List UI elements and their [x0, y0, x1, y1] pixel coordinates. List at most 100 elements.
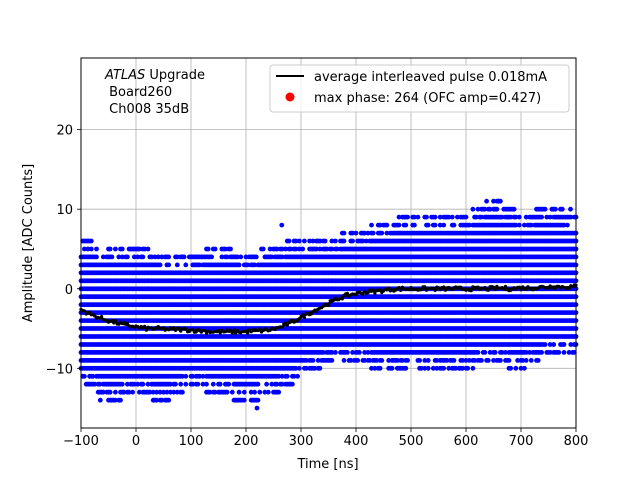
sample-point [441, 222, 447, 228]
sample-point [236, 389, 242, 395]
sample-point [284, 373, 290, 379]
sample-point [535, 358, 541, 363]
sample-point [116, 254, 122, 260]
sample-point [166, 262, 172, 268]
sample-point [125, 381, 130, 387]
sample-point [516, 222, 522, 228]
sample-point [155, 254, 161, 260]
sample-point [465, 365, 471, 371]
sample-point [253, 254, 259, 260]
sample-point [166, 254, 172, 260]
sample-point [415, 214, 421, 220]
sample-point [204, 381, 209, 387]
sample-point [121, 389, 127, 395]
sample-point [290, 381, 295, 387]
sample-point [223, 246, 228, 252]
sample-point [556, 350, 562, 355]
sample-point [236, 262, 242, 268]
sample-point [147, 389, 153, 395]
sample-point [405, 358, 410, 363]
sample-point [296, 238, 302, 244]
sample-point [195, 381, 201, 387]
sample-point [463, 214, 469, 220]
sample-point [396, 222, 402, 228]
sample-point [565, 222, 570, 228]
sample-point [551, 342, 557, 347]
sample-point [542, 206, 548, 212]
sample-point [212, 389, 218, 395]
sample-point [252, 389, 257, 395]
sample-point [180, 389, 185, 395]
sample-point [449, 214, 455, 220]
sample-point [100, 254, 106, 260]
sample-point [140, 381, 146, 387]
sample-point [432, 214, 438, 220]
sample-point [265, 389, 271, 395]
sample-point [353, 230, 359, 236]
sample-point [157, 389, 163, 395]
sample-point [357, 350, 362, 355]
sample-point [219, 254, 225, 260]
sample-point [118, 397, 123, 403]
sample-point [90, 373, 96, 379]
sample-point [168, 389, 173, 395]
sample-point [508, 365, 514, 371]
sample-point [88, 238, 94, 244]
sample-point [207, 389, 213, 395]
sample-point [523, 358, 529, 363]
sample-point [561, 342, 567, 347]
sample-point [181, 254, 187, 260]
sample-point-outlier [568, 206, 573, 212]
sample-point [140, 254, 146, 260]
sample-point [379, 358, 385, 363]
sample-point [425, 222, 431, 228]
sample-point [171, 389, 177, 395]
sample-point-outlier [97, 397, 103, 403]
sample-point [88, 246, 94, 252]
sample-point [241, 389, 247, 395]
sample-point [341, 358, 347, 363]
sample-point [212, 246, 218, 252]
sample-point [145, 381, 151, 387]
sample-point [152, 254, 158, 260]
sample-point [174, 262, 180, 268]
sample-point [494, 206, 500, 212]
sample-point [238, 254, 244, 260]
sample-point [370, 230, 376, 236]
sample-point [405, 214, 410, 220]
sample-point [432, 222, 438, 228]
sample-point [224, 389, 230, 395]
sample-point [329, 358, 335, 363]
sample-point [125, 254, 130, 260]
sample-point [310, 358, 316, 363]
sample-point [119, 254, 125, 260]
sample-point [528, 358, 534, 363]
sample-point [197, 262, 203, 268]
sample-point [159, 254, 165, 260]
sample-point [131, 381, 137, 387]
sample-point [506, 358, 512, 363]
sample-point [379, 230, 385, 236]
sample-point [224, 254, 230, 260]
sample-point [403, 222, 409, 228]
sample-point [190, 373, 196, 379]
sample-point [130, 389, 136, 395]
sample-point [154, 389, 160, 395]
sample-point [82, 246, 87, 252]
sample-point [470, 365, 476, 371]
sample-point [197, 373, 203, 379]
sample-point [119, 246, 125, 252]
sample-point [183, 381, 189, 387]
sample-point [107, 246, 113, 252]
sample-point [113, 389, 118, 395]
sample-point [511, 206, 517, 212]
sample-point [553, 206, 558, 212]
sample-point [350, 238, 355, 244]
sample-point [255, 397, 261, 403]
sample-point [513, 365, 519, 371]
sample-point [226, 381, 232, 387]
sample-point [174, 389, 180, 395]
sample-point [159, 397, 165, 403]
sample-point [484, 198, 489, 204]
sample-point [200, 373, 206, 379]
